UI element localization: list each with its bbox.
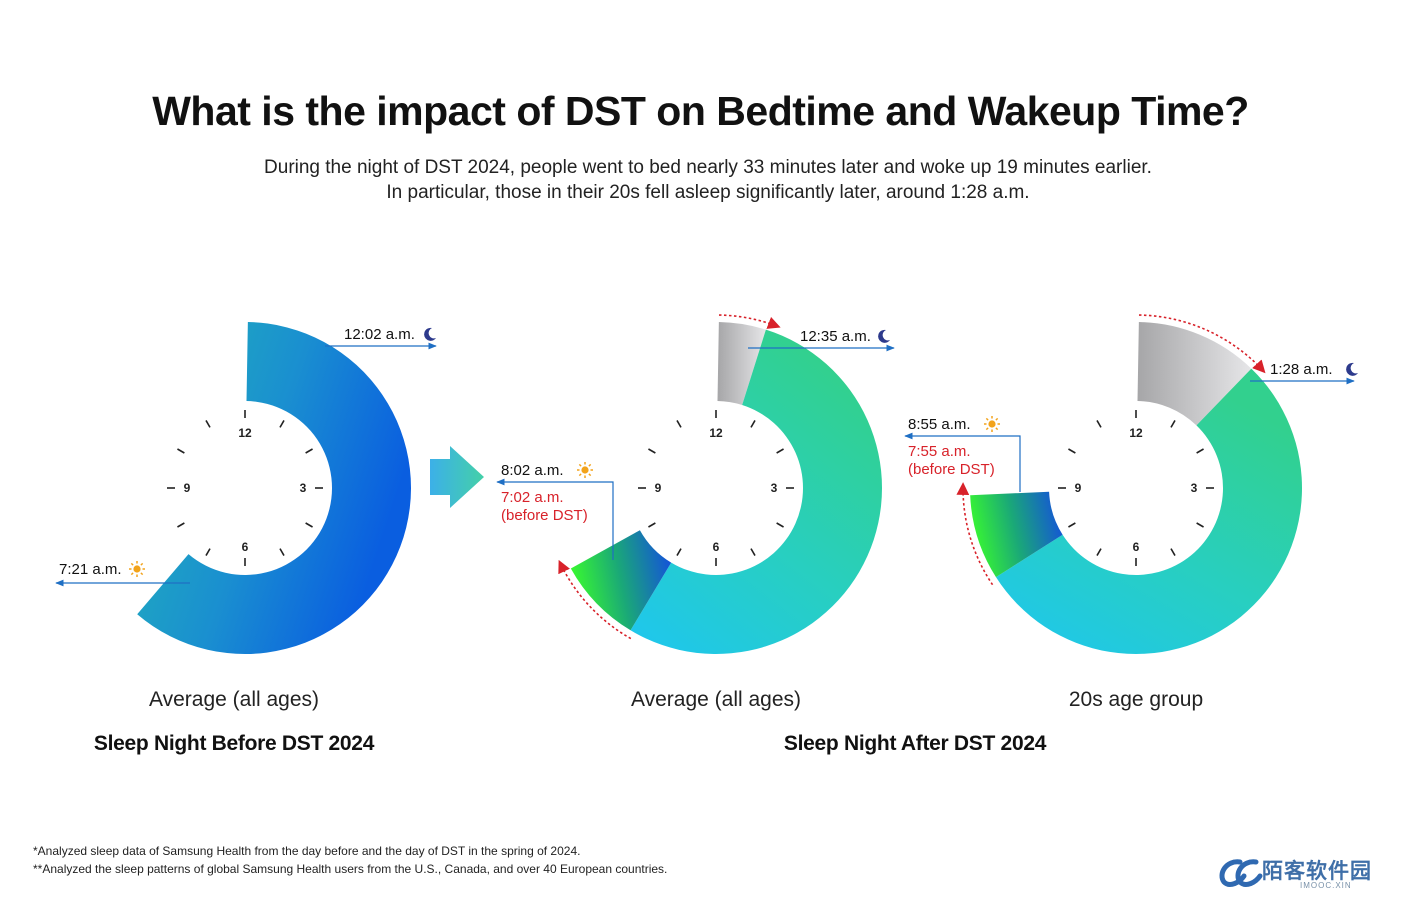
clock-tick — [1096, 420, 1102, 428]
clock-number: 12 — [238, 426, 252, 440]
clock-tick — [279, 420, 285, 428]
before-dst-note: (before DST) — [501, 507, 588, 524]
clock-tick — [305, 522, 313, 528]
extended-wakeup-arc — [970, 491, 1063, 578]
clock-tick — [1096, 548, 1102, 556]
subtitle-line-1: During the night of DST 2024, people wen… — [264, 157, 1152, 178]
subtitle-line-2: In particular, those in their 20s fell a… — [386, 182, 1030, 203]
wakeup-before-dst-label: 7:02 a.m. — [501, 489, 564, 506]
clock-tick — [750, 548, 756, 556]
sun-icon — [577, 462, 593, 478]
group-label-after: Sleep Night After DST 2024 — [783, 732, 1047, 755]
delayed-bedtime-arc — [1137, 322, 1252, 426]
clock-number: 3 — [300, 481, 307, 495]
clock-number: 6 — [713, 540, 720, 554]
bedtime-label: 12:35 a.m. — [800, 328, 871, 345]
watermark-subtext: IMOOC.XIN — [1300, 881, 1352, 890]
clock-tick — [279, 548, 285, 556]
extended-wakeup-arc — [570, 530, 672, 631]
moon-icon — [424, 327, 436, 341]
transition-arrow-icon — [430, 446, 484, 508]
footnote-1: *Analyzed sleep data of Samsung Health f… — [33, 844, 581, 858]
bedtime-shift-arrow — [1138, 314, 1266, 374]
clock-number: 6 — [1133, 540, 1140, 554]
clock-tick — [676, 420, 682, 428]
clock-number: 9 — [655, 481, 662, 495]
before-dst-note: (before DST) — [908, 461, 995, 478]
clock-number: 12 — [1129, 426, 1143, 440]
clock-tick — [1196, 522, 1204, 528]
wakeup-shift-arrow — [956, 482, 994, 586]
chart-after-dst-20s: 12 3 6 9 1:28 a.m. 8:55 a.m. 7:55 a.m.(before … — [904, 314, 1358, 654]
wakeup-arrow — [496, 478, 614, 560]
clock-tick — [1068, 448, 1076, 454]
delayed-bedtime-arc — [717, 322, 766, 406]
moon-icon — [878, 329, 890, 343]
sleep-arc — [137, 322, 411, 654]
clock-tick — [1068, 522, 1076, 528]
clock-tick — [205, 420, 211, 428]
wakeup-label: 7:21 a.m. — [59, 561, 122, 578]
sun-icon — [129, 561, 145, 577]
clock-tick — [750, 420, 756, 428]
clock-tick — [177, 448, 185, 454]
moon-icon — [1346, 362, 1358, 376]
page-title: What is the impact of DST on Bedtime and… — [152, 88, 1249, 134]
clock-number: 9 — [1075, 481, 1082, 495]
sun-icon — [984, 416, 1000, 432]
clock-tick — [305, 448, 313, 454]
wakeup-label: 8:02 a.m. — [501, 462, 564, 479]
clock-tick — [205, 548, 211, 556]
chart-3-caption: 20s age group — [1068, 688, 1204, 711]
clock-tick — [1196, 448, 1204, 454]
wakeup-label: 8:55 a.m. — [908, 416, 971, 433]
bedtime-label: 12:02 a.m. — [344, 326, 415, 343]
clock-number: 3 — [771, 481, 778, 495]
clock-tick — [648, 448, 656, 454]
clock-tick — [776, 448, 784, 454]
bedtime-label: 1:28 a.m. — [1270, 361, 1333, 378]
watermark-logo-icon — [1219, 859, 1263, 887]
clock-number: 9 — [184, 481, 191, 495]
footnote-2: **Analyzed the sleep patterns of global … — [33, 862, 668, 876]
chart-1-caption: Average (all ages) — [148, 688, 320, 711]
wakeup-arrow — [904, 432, 1021, 492]
clock-tick — [177, 522, 185, 528]
clock-tick — [1170, 420, 1176, 428]
clock-number: 12 — [709, 426, 723, 440]
chart-after-dst-average: 12 3 6 9 12:35 a.m. 8:02 a.m. 7:02 a.m.(before… — [496, 314, 895, 654]
clock-tick — [648, 522, 656, 528]
sleep-arc — [630, 329, 882, 654]
bedtime-shift-arrow — [718, 314, 781, 329]
clock-number: 3 — [1191, 481, 1198, 495]
clock-tick — [776, 522, 784, 528]
clock-tick — [1170, 548, 1176, 556]
wakeup-shift-arrow — [558, 559, 632, 640]
clock-tick — [676, 548, 682, 556]
chart-2-caption: Average (all ages) — [630, 688, 802, 711]
chart-before-dst: 12 3 6 9 12:02 a.m. 7:21 a.m. — [55, 322, 437, 654]
sleep-arc — [995, 368, 1302, 654]
wakeup-before-dst-label: 7:55 a.m. — [908, 443, 971, 460]
clock-number: 6 — [242, 540, 249, 554]
watermark-text: 陌客软件园 — [1262, 858, 1372, 883]
group-label-before: Sleep Night Before DST 2024 — [93, 732, 375, 755]
